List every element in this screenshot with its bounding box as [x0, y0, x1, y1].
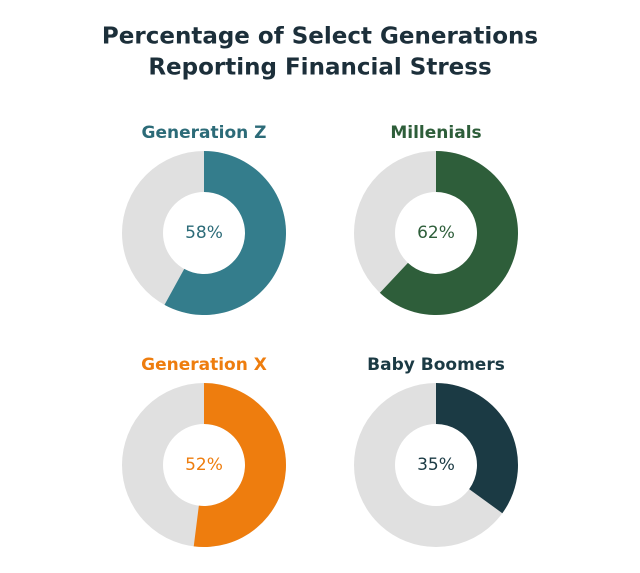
chart-title: Percentage of Select Generations — [102, 24, 538, 50]
value-label: 35% — [417, 455, 455, 475]
value-label: 58% — [185, 223, 223, 243]
donut-slice — [193, 383, 287, 547]
donut-slice — [436, 383, 518, 514]
value-label: 62% — [417, 223, 455, 243]
donut-title: Generation X — [141, 355, 267, 375]
chart-title: Reporting Financial Stress — [148, 55, 491, 81]
donut-slice — [164, 151, 286, 316]
donut-title: Generation Z — [142, 123, 267, 143]
value-label: 52% — [185, 455, 223, 475]
donut-title: Baby Boomers — [367, 355, 505, 375]
donut-title: Millenials — [390, 123, 481, 143]
donut-slice — [379, 151, 518, 315]
